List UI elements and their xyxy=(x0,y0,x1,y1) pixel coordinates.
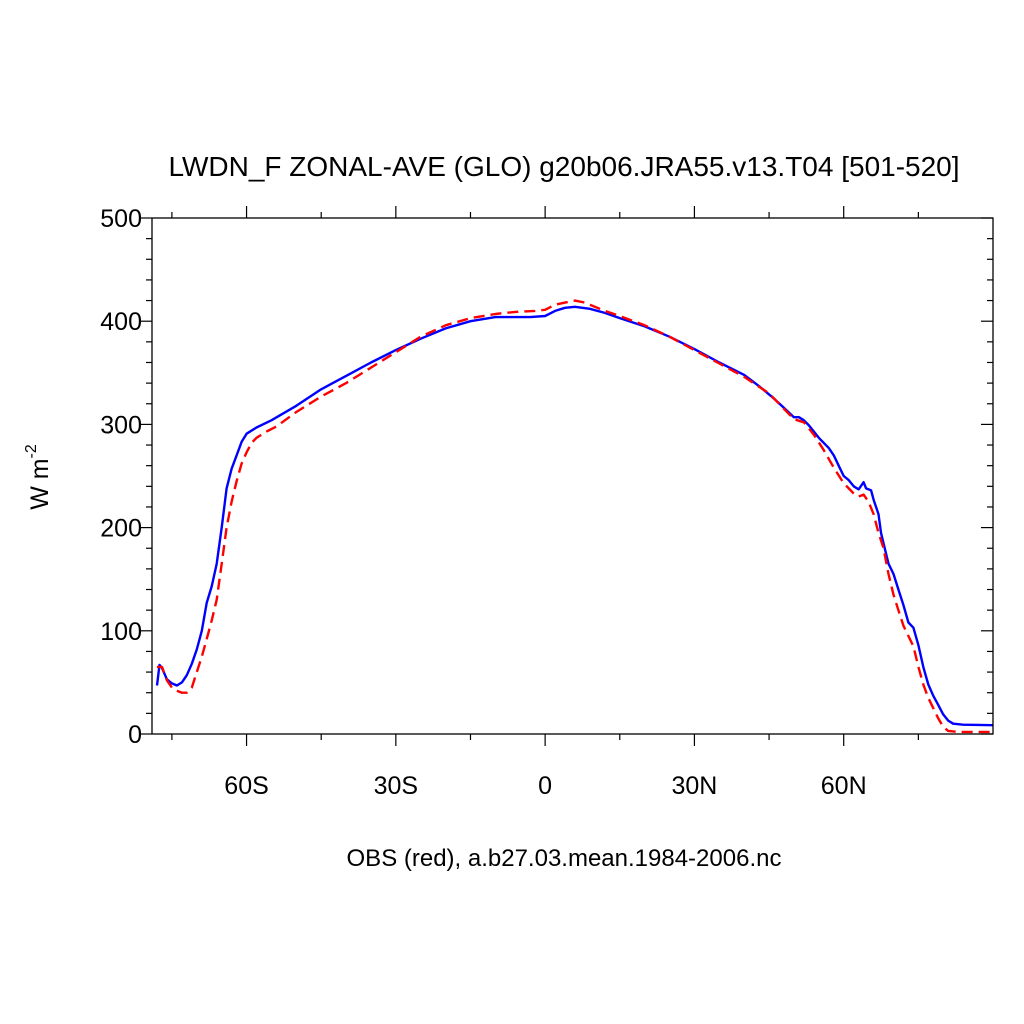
y-tick-label: 100 xyxy=(100,618,142,646)
y-axis-label: W m-2 xyxy=(23,444,54,510)
x-tick-label: 60N xyxy=(821,772,867,800)
x-tick-label: 30N xyxy=(671,772,717,800)
axes: 0 100 200 300 400 500 60S 30S 0 30N 60N xyxy=(100,205,994,800)
x-tick-label: 0 xyxy=(538,772,552,800)
y-tick-label: 500 xyxy=(100,205,142,233)
y-tick-label: 400 xyxy=(100,308,142,336)
y-tick-label: 0 xyxy=(128,721,142,749)
y-axis-label-text: W m xyxy=(26,458,54,509)
plot-frame xyxy=(151,217,994,735)
series-line-model xyxy=(155,305,994,727)
x-tick-label: 60S xyxy=(224,772,268,800)
y-tick-label: 200 xyxy=(100,515,142,543)
y-axis-label-exponent: -2 xyxy=(23,444,40,458)
chart-subtitle: OBS (red), a.b27.03.mean.1984-2006.nc xyxy=(347,845,782,872)
x-tick-label: 30S xyxy=(374,772,418,800)
y-tick-label: 300 xyxy=(100,411,142,439)
plot-area xyxy=(155,299,994,734)
series-line-obs xyxy=(157,299,993,734)
chart-title: LWDN_F ZONAL-AVE (GLO) g20b06.JRA55.v13.… xyxy=(168,151,959,182)
